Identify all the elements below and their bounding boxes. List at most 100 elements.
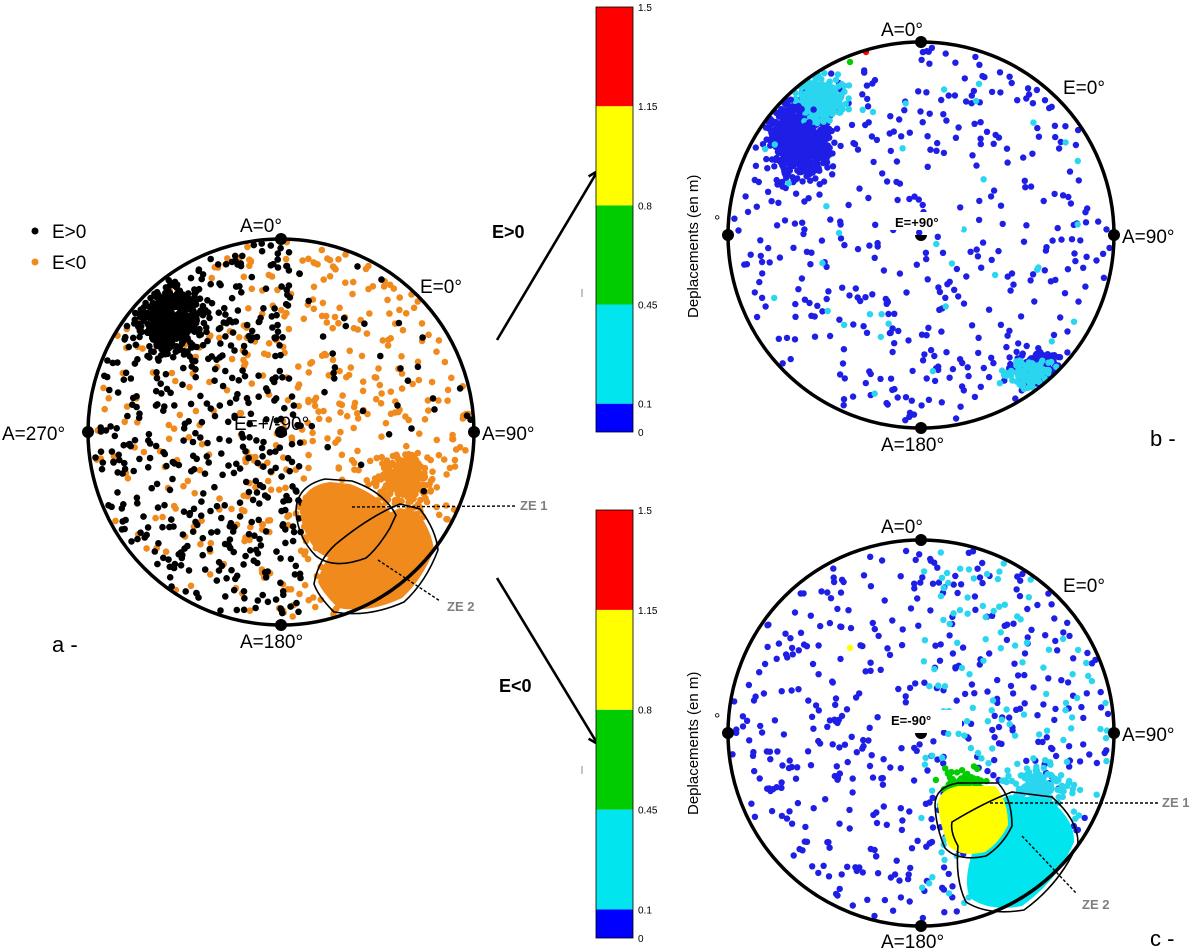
- panel-b-point: [926, 110, 933, 117]
- panel-c-point: [1003, 636, 1011, 644]
- e-pos-point: [221, 304, 228, 312]
- colorbar-c: 1.51.150.80.450.10: [595, 506, 658, 945]
- e-pos-point: [213, 577, 221, 584]
- panel-b-point: [823, 295, 830, 303]
- e-neg-point: [319, 299, 327, 307]
- colorbar-tick-label: 1.5: [638, 506, 652, 517]
- e-pos-point: [175, 329, 183, 337]
- panel-b-point: [1082, 219, 1090, 226]
- e-pos-point: [145, 430, 153, 438]
- e-pos-point: [125, 441, 132, 448]
- e-pos-point: [97, 424, 104, 431]
- panel-b-point: [787, 355, 794, 363]
- panel-c-point: [1006, 714, 1013, 721]
- panel-b-point: [839, 284, 846, 291]
- e-pos-point: [144, 329, 151, 337]
- e-pos-point: [285, 249, 293, 256]
- e-pos-point: [232, 395, 240, 402]
- e-pos-point: [159, 523, 166, 531]
- e-neg-point: [159, 513, 166, 521]
- panel-c-point: [1045, 590, 1052, 597]
- panel-b-point: [934, 233, 941, 240]
- panel-c-point: [943, 569, 951, 577]
- panel-b-point: [845, 106, 852, 113]
- panel-c-point: [757, 722, 764, 730]
- panel-b-point: [791, 132, 798, 140]
- panel-c-point: [831, 716, 838, 723]
- panel-c-point: [846, 806, 853, 814]
- e-pos-point: [260, 463, 267, 471]
- panel-b-point: [799, 178, 806, 185]
- panel-c-point: [1014, 760, 1021, 767]
- e-pos-point: [251, 532, 258, 539]
- e-pos-point: [250, 241, 258, 249]
- panel-c-point: [1069, 785, 1077, 793]
- e-pos-point: [188, 363, 196, 370]
- panel-c-point: [985, 760, 992, 767]
- panel-b-point: [924, 276, 931, 283]
- e-pos-point: [188, 467, 195, 475]
- panel-c-point: [857, 642, 864, 649]
- e-pos-point: [228, 258, 236, 266]
- panel-c-point: [775, 640, 783, 647]
- panel-b-point: [958, 383, 966, 390]
- e-neg-point: [383, 468, 391, 475]
- panel-c-point: [929, 580, 937, 587]
- panel-c-point: [1051, 615, 1058, 622]
- panel-b-point: [735, 227, 742, 234]
- e-neg-point: [275, 486, 283, 494]
- e-neg-point: [409, 380, 417, 388]
- e-pos-point: [148, 334, 156, 342]
- panel-b-center-marker: [915, 235, 927, 241]
- panel-b-point: [965, 372, 972, 380]
- panel-c-point: [994, 676, 1001, 684]
- panel-b-point: [988, 354, 995, 361]
- e-neg-point: [366, 310, 373, 317]
- e-pos-point: [199, 341, 207, 349]
- e-pos-point: [278, 473, 285, 480]
- e-pos-point: [182, 588, 189, 595]
- panel-b-point: [1049, 237, 1056, 244]
- e-pos-point: [239, 367, 246, 374]
- e-neg-point: [402, 310, 410, 317]
- panel-c-point: [964, 594, 971, 601]
- e-neg-point: [165, 435, 173, 443]
- panel-c-point: [1076, 786, 1084, 794]
- e-pos-point: [129, 401, 136, 409]
- panel-b-point: [866, 368, 873, 375]
- panel-b-point: [1020, 154, 1027, 161]
- panel-b-point: [951, 286, 958, 293]
- e-pos-point: [120, 376, 128, 384]
- e-pos-point: [283, 262, 291, 270]
- e-pos-point: [340, 314, 348, 322]
- panel-c-point: [979, 602, 987, 610]
- panel-b-point: [940, 86, 948, 93]
- panel-c-point: [957, 581, 965, 588]
- panel-c-point: [1058, 677, 1065, 684]
- e-neg-point: [435, 451, 443, 459]
- e-neg-point: [335, 255, 342, 263]
- e-pos-point: [125, 343, 133, 351]
- panel-b-point: [807, 261, 814, 268]
- panel-a-ze2-leader: [377, 559, 441, 602]
- panel-c-point: [837, 589, 845, 596]
- panel-c-point: [860, 742, 867, 750]
- e-pos-point: [206, 545, 214, 553]
- panel-b-point: [840, 402, 847, 409]
- panel-c-point: [919, 574, 926, 581]
- panel-c-point: [984, 767, 991, 775]
- e-pos-point: [277, 555, 284, 562]
- panel-c-point: [830, 565, 837, 572]
- panel-c-point: [940, 864, 948, 871]
- e-neg-point: [448, 374, 455, 382]
- panel-c-point: [967, 776, 974, 783]
- panel-c-point: [889, 907, 897, 914]
- e-pos-point: [285, 282, 293, 289]
- panel-c-point: [1060, 736, 1067, 744]
- e-neg-point: [358, 352, 366, 360]
- panel-b-point: [836, 371, 844, 378]
- e-pos-point: [181, 336, 189, 343]
- e-pos-point: [152, 402, 160, 409]
- e-pos-point: [160, 448, 167, 456]
